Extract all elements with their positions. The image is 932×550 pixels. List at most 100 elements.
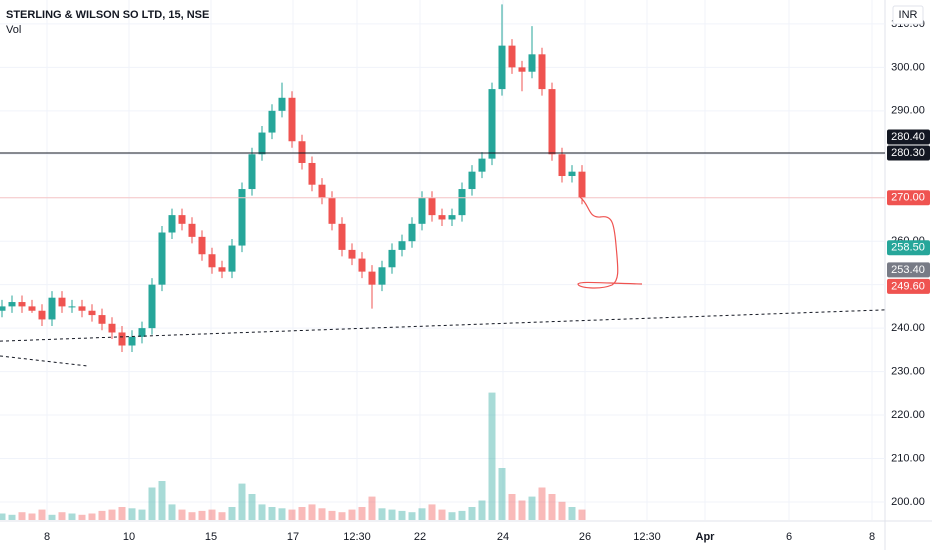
candle-body <box>148 284 156 329</box>
candle-body <box>328 197 336 224</box>
candle-body <box>278 97 286 111</box>
volume-bar <box>368 496 376 520</box>
candle-body <box>398 241 406 250</box>
x-tick-label: 8 <box>869 531 875 543</box>
volume-bar <box>178 509 186 520</box>
volume-bar <box>88 513 96 520</box>
price-label: 249.60 <box>891 280 925 292</box>
candle-body <box>408 223 416 242</box>
volume-bar <box>238 483 246 520</box>
volume-bar <box>428 504 436 520</box>
candle-body <box>528 54 536 72</box>
price-label-box <box>887 262 930 278</box>
candle-body <box>0 306 6 311</box>
volume-bar <box>118 507 126 520</box>
candle-body <box>548 89 556 155</box>
y-tick-label: 300.00 <box>891 61 925 73</box>
candle-body <box>68 306 76 308</box>
volume-bar <box>418 508 426 520</box>
candle-body <box>248 154 256 190</box>
volume-bar <box>408 512 416 520</box>
volume-bar <box>68 513 76 520</box>
volume-bar <box>498 468 506 520</box>
volume-bar <box>98 510 106 520</box>
candle-body <box>118 332 126 346</box>
price-label: 253.40 <box>891 264 925 276</box>
candle-body <box>48 297 56 320</box>
volume-bar <box>218 512 226 520</box>
volume-bar <box>188 512 196 520</box>
volume-bar <box>198 510 206 520</box>
candle-body <box>108 323 116 333</box>
price-label-box <box>887 145 930 161</box>
x-tick-label: Apr <box>696 531 716 543</box>
volume-bar <box>478 500 486 520</box>
candle-body <box>448 215 456 220</box>
candle-body <box>538 54 546 90</box>
price-label: 258.50 <box>891 242 925 254</box>
candle-body <box>208 254 216 268</box>
chart-title: STERLING & WILSON SO LTD, 15, NSE <box>6 9 209 21</box>
candle-body <box>308 162 316 185</box>
y-tick-label: 230.00 <box>891 365 925 377</box>
volume-bar <box>58 512 66 520</box>
volume-bar <box>228 507 236 520</box>
volume-bar <box>338 512 346 520</box>
candle-body <box>98 315 106 324</box>
volume-bar <box>508 494 516 520</box>
x-tick-label: 10 <box>123 531 135 543</box>
volume-bar <box>328 510 336 520</box>
price-label-box <box>887 129 930 145</box>
price-label-box <box>887 278 930 294</box>
volume-bar <box>78 514 86 520</box>
volume-bar <box>148 487 156 520</box>
volume-bar <box>48 514 56 520</box>
candle-body <box>428 197 436 216</box>
y-tick-label: 200.00 <box>891 496 925 508</box>
price-label: 280.40 <box>891 131 925 143</box>
candle-body <box>178 215 186 224</box>
candle-body <box>568 171 576 177</box>
y-tick-label: 240.00 <box>891 322 925 334</box>
candle-body <box>578 171 586 198</box>
volume-bar <box>568 507 576 520</box>
volume-bar <box>208 509 216 520</box>
price-label-box <box>887 190 930 206</box>
candle-body <box>268 110 276 133</box>
volume-bar <box>388 509 396 520</box>
candle-body <box>368 271 376 285</box>
candle-body <box>168 215 176 233</box>
volume-bar <box>488 392 496 520</box>
volume-bar <box>38 509 46 520</box>
candle-body <box>258 132 266 155</box>
price-label: 280.30 <box>891 147 925 159</box>
candle-body <box>358 258 366 272</box>
x-tick-label: 15 <box>205 531 217 543</box>
volume-bar <box>128 508 136 520</box>
volume-bar <box>468 507 476 520</box>
candle-body <box>198 236 206 255</box>
volume-bar <box>398 510 406 520</box>
candle-body <box>318 184 326 198</box>
volume-bar <box>108 509 116 520</box>
candle-body <box>348 249 356 259</box>
candle-body <box>78 306 86 311</box>
candle-body <box>378 267 386 285</box>
volume-bar <box>318 508 326 520</box>
candle-body <box>388 249 396 268</box>
x-tick-label: 17 <box>287 531 299 543</box>
candle-body <box>338 223 346 250</box>
volume-bar <box>0 513 6 520</box>
y-tick-label: 290.00 <box>891 105 925 117</box>
candle-body <box>438 215 446 220</box>
volume-bar <box>538 487 546 520</box>
hand-drawing <box>577 196 643 289</box>
candle-body <box>28 306 36 311</box>
volume-bar <box>448 512 456 520</box>
volume-bar <box>578 509 586 520</box>
volume-bar <box>8 514 16 520</box>
volume-bar <box>268 507 276 520</box>
candle-body <box>518 67 526 72</box>
x-tick-label: 26 <box>579 531 591 543</box>
